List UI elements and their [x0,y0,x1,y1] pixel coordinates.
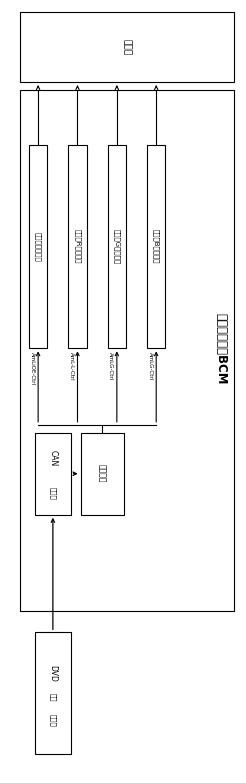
Bar [81,432,123,515]
Text: AmLG-Ctrl: AmLG-Ctrl [108,352,113,381]
Bar [20,90,234,611]
Bar [29,145,47,348]
Bar [20,12,234,82]
Bar [35,432,71,515]
Text: 氛围灯使能电路: 氛围灯使能电路 [35,232,41,262]
Text: 氛围灯B调节电路: 氛围灯B调节电路 [153,229,159,264]
Text: 氛围灯: 氛围灯 [122,39,131,55]
Text: AmLiOE-Ctrl: AmLiOE-Ctrl [30,352,34,385]
Text: 氛围灯G调节电路: 氛围灯G调节电路 [114,229,120,264]
Bar [108,145,126,348]
Text: CAN: CAN [48,450,57,466]
Bar [147,145,166,348]
Text: 微控制器: 微控制器 [98,464,107,483]
Bar [68,145,87,348]
Bar [35,633,71,753]
Text: 计算机: 计算机 [50,714,56,727]
Text: 氛围灯R调节电路: 氛围灯R调节电路 [74,229,81,264]
Text: DVD: DVD [48,665,57,682]
Text: AmL-L-Ctrl: AmL-L-Ctrl [69,352,74,381]
Text: AmLG-Ctrl: AmLG-Ctrl [148,352,153,381]
Text: 车身控制模块BCM: 车身控制模块BCM [215,312,228,384]
Text: 收发器: 收发器 [50,487,56,500]
Text: 导航: 导航 [50,693,56,701]
